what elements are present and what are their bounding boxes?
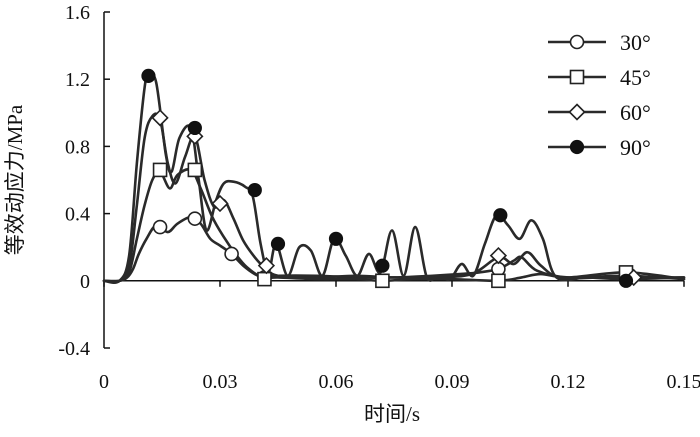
axes: -0.4 0 0.4 0.8 1.2 1.6 0 0.03 0.06 0.09 0.12 0.15 [58,2,700,393]
data-point-4 [330,232,343,245]
legend-marker [571,141,584,154]
data-point-2 [188,163,201,176]
x-tick-label: 0 [99,371,109,393]
data-point-1 [154,221,167,234]
legend-marker [570,105,585,120]
y-tick-label: 0.4 [65,204,90,226]
data-point-4 [248,184,261,197]
series-markers [142,69,641,287]
data-point-1 [225,247,238,260]
x-tick-label: 0.09 [435,371,470,393]
y-tick-label: -0.4 [58,338,90,360]
data-point-2 [154,163,167,176]
data-point-3 [153,110,168,125]
y-tick-label: 0 [80,271,90,293]
data-point-2 [492,274,505,287]
data-point-4 [272,237,285,250]
series-lines [104,74,684,283]
legend-label: 90° [620,135,651,160]
data-point-4 [142,69,155,82]
y-tick-label: 1.2 [65,69,90,91]
x-tick-label: 0.03 [203,371,238,393]
legend-label: 60° [620,100,651,125]
y-tick-label: 1.6 [65,2,90,24]
data-point-4 [188,121,201,134]
series-line-2 [104,169,684,281]
data-point-4 [376,259,389,272]
legend-marker [571,36,584,49]
series-line-1 [104,217,684,281]
legend: 30° 45° 60° 90° [548,30,651,160]
series-line-4 [104,74,684,283]
data-point-2 [258,273,271,286]
legend-label: 45° [620,65,651,90]
legend-marker [571,71,584,84]
x-tick-label: 0.06 [319,371,354,393]
data-point-4 [494,209,507,222]
legend-label: 30° [620,30,651,55]
x-axis-title: 时间/s [364,402,420,426]
data-point-4 [620,274,633,287]
data-point-1 [188,212,201,225]
x-tick-label: 0.12 [551,371,586,393]
data-point-2 [376,274,389,287]
x-tick-label: 0.15 [667,371,700,393]
y-axis-title: 等效动应力/MPa [3,104,27,255]
y-tick-label: 0.8 [65,136,90,158]
